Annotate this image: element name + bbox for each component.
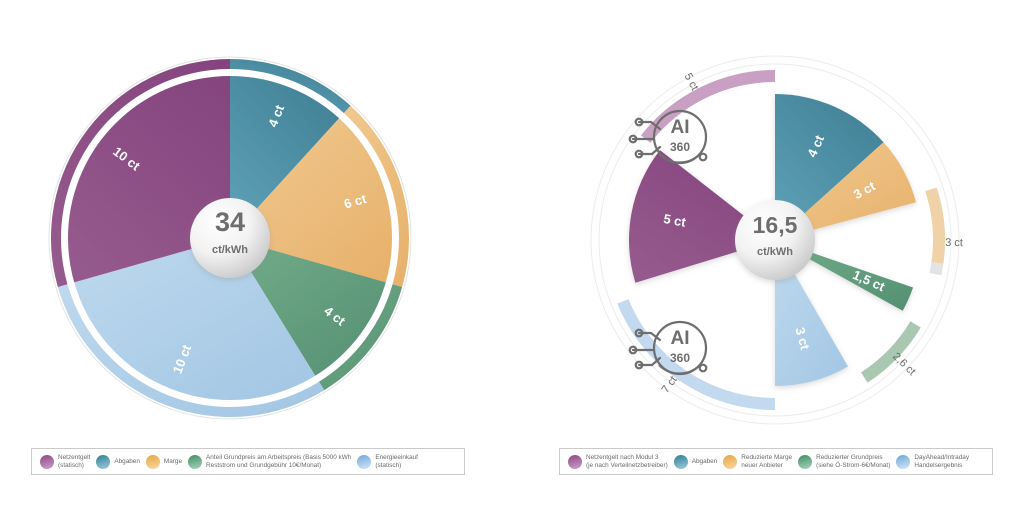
svg-text:2,6 ct: 2,6 ct [890, 351, 918, 378]
svg-text:ct/kWh: ct/kWh [212, 244, 248, 256]
svg-text:16,5: 16,5 [753, 212, 798, 238]
svg-text:AI: AI [671, 328, 690, 349]
svg-text:34: 34 [215, 207, 245, 237]
svg-text:AI: AI [671, 117, 690, 138]
svg-text:ct/kWh: ct/kWh [757, 246, 793, 258]
svg-text:3 ct: 3 ct [945, 237, 963, 249]
svg-text:360: 360 [670, 351, 690, 365]
svg-text:360: 360 [670, 140, 690, 154]
